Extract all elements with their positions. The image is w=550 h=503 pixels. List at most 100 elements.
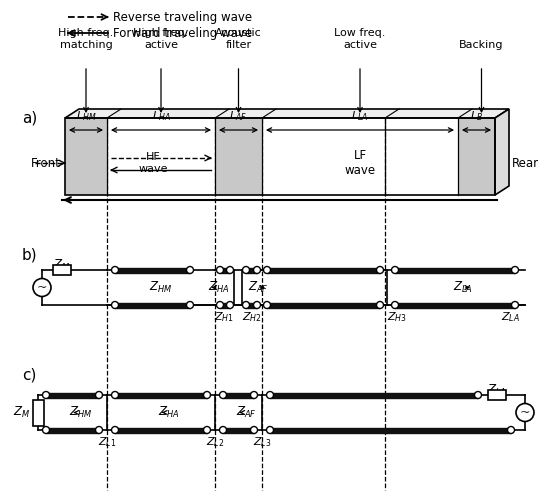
Circle shape — [243, 267, 250, 274]
Text: High freq.
matching: High freq. matching — [58, 28, 114, 50]
Circle shape — [516, 403, 534, 422]
Text: $Z_{LA}$: $Z_{LA}$ — [453, 280, 473, 295]
Text: HF
wave: HF wave — [138, 152, 168, 174]
Bar — [267, 302, 380, 307]
Bar — [46, 428, 99, 433]
Bar — [270, 392, 478, 397]
Circle shape — [267, 427, 273, 434]
Bar — [270, 428, 511, 433]
Text: Front: Front — [31, 156, 61, 170]
Text: a): a) — [22, 111, 37, 126]
Circle shape — [377, 301, 383, 308]
Text: Rear: Rear — [512, 156, 539, 170]
Circle shape — [112, 267, 118, 274]
Circle shape — [112, 301, 118, 308]
Circle shape — [250, 427, 257, 434]
Text: Acoustic
filter: Acoustic filter — [215, 28, 262, 50]
Bar — [115, 392, 207, 397]
Text: $Z_{AF}$: $Z_{AF}$ — [236, 405, 257, 420]
Circle shape — [33, 279, 51, 296]
Circle shape — [186, 267, 194, 274]
Bar — [53, 265, 71, 275]
Circle shape — [219, 391, 227, 398]
Bar — [32, 399, 43, 426]
Text: $Z_{H1}$: $Z_{H1}$ — [214, 310, 234, 324]
Circle shape — [219, 427, 227, 434]
Circle shape — [254, 301, 261, 308]
Text: $Z_{H2}$: $Z_{H2}$ — [242, 310, 262, 324]
Circle shape — [512, 267, 519, 274]
Text: Forward traveling wave: Forward traveling wave — [113, 27, 252, 40]
Circle shape — [475, 391, 481, 398]
Text: High freq.
active: High freq. active — [133, 28, 189, 50]
Bar — [65, 118, 495, 195]
Circle shape — [227, 267, 234, 274]
Circle shape — [243, 301, 250, 308]
Bar — [395, 302, 515, 307]
Circle shape — [508, 427, 514, 434]
Circle shape — [267, 391, 273, 398]
Circle shape — [204, 391, 211, 398]
Text: $Z_{HA}$: $Z_{HA}$ — [208, 280, 229, 295]
Bar — [458, 118, 495, 195]
Text: $L_{B}$: $L_{B}$ — [470, 109, 483, 123]
Circle shape — [217, 267, 223, 274]
Bar — [220, 302, 230, 307]
Bar — [488, 390, 506, 400]
Text: $Z_{AF}$: $Z_{AF}$ — [248, 280, 268, 295]
Circle shape — [217, 301, 223, 308]
Circle shape — [96, 427, 102, 434]
Text: $Z_{HA}$: $Z_{HA}$ — [158, 405, 180, 420]
Circle shape — [42, 427, 50, 434]
Circle shape — [512, 301, 519, 308]
Bar — [246, 302, 257, 307]
Circle shape — [377, 267, 383, 274]
Text: $Z_{L1}$: $Z_{L1}$ — [98, 435, 116, 449]
Polygon shape — [495, 109, 509, 195]
Circle shape — [392, 267, 399, 274]
Text: $Z_{HM}$: $Z_{HM}$ — [149, 280, 173, 295]
Circle shape — [42, 391, 50, 398]
Text: $Z_{LA}$: $Z_{LA}$ — [501, 310, 520, 324]
Text: Backing: Backing — [459, 40, 504, 50]
Bar — [246, 268, 257, 273]
Bar — [395, 268, 515, 273]
Text: $L_{LA}$: $L_{LA}$ — [351, 109, 368, 123]
Bar — [215, 118, 262, 195]
Bar — [115, 268, 190, 273]
Text: $Z_M$: $Z_M$ — [13, 405, 30, 420]
Circle shape — [186, 301, 194, 308]
Bar — [267, 268, 380, 273]
Bar — [115, 302, 190, 307]
Text: b): b) — [22, 247, 37, 263]
Circle shape — [227, 301, 234, 308]
Circle shape — [254, 267, 261, 274]
Bar — [46, 392, 99, 397]
Bar — [223, 392, 254, 397]
Text: Reverse traveling wave: Reverse traveling wave — [113, 11, 252, 24]
Circle shape — [112, 391, 118, 398]
Circle shape — [263, 267, 271, 274]
Text: Low freq.
active: Low freq. active — [334, 28, 386, 50]
Circle shape — [112, 427, 118, 434]
Circle shape — [263, 301, 271, 308]
Text: $Z_{L2}$: $Z_{L2}$ — [206, 435, 224, 449]
Text: ~: ~ — [520, 406, 530, 419]
Text: $L_{HM}$: $L_{HM}$ — [76, 109, 96, 123]
Polygon shape — [65, 109, 509, 118]
Text: LF
wave: LF wave — [344, 149, 376, 177]
Circle shape — [204, 427, 211, 434]
Text: $L_{AF}$: $L_{AF}$ — [229, 109, 248, 123]
Text: $Z_{L3}$: $Z_{L3}$ — [253, 435, 271, 449]
Bar — [220, 268, 230, 273]
Text: $L_{HA}$: $L_{HA}$ — [152, 109, 170, 123]
Circle shape — [250, 391, 257, 398]
Bar — [223, 428, 254, 433]
Text: c): c) — [22, 368, 36, 382]
Circle shape — [392, 301, 399, 308]
Circle shape — [96, 391, 102, 398]
Text: $Z_{H3}$: $Z_{H3}$ — [387, 310, 407, 324]
Text: $Z_M$: $Z_M$ — [53, 258, 70, 273]
Text: ~: ~ — [37, 281, 47, 294]
Bar — [115, 428, 207, 433]
